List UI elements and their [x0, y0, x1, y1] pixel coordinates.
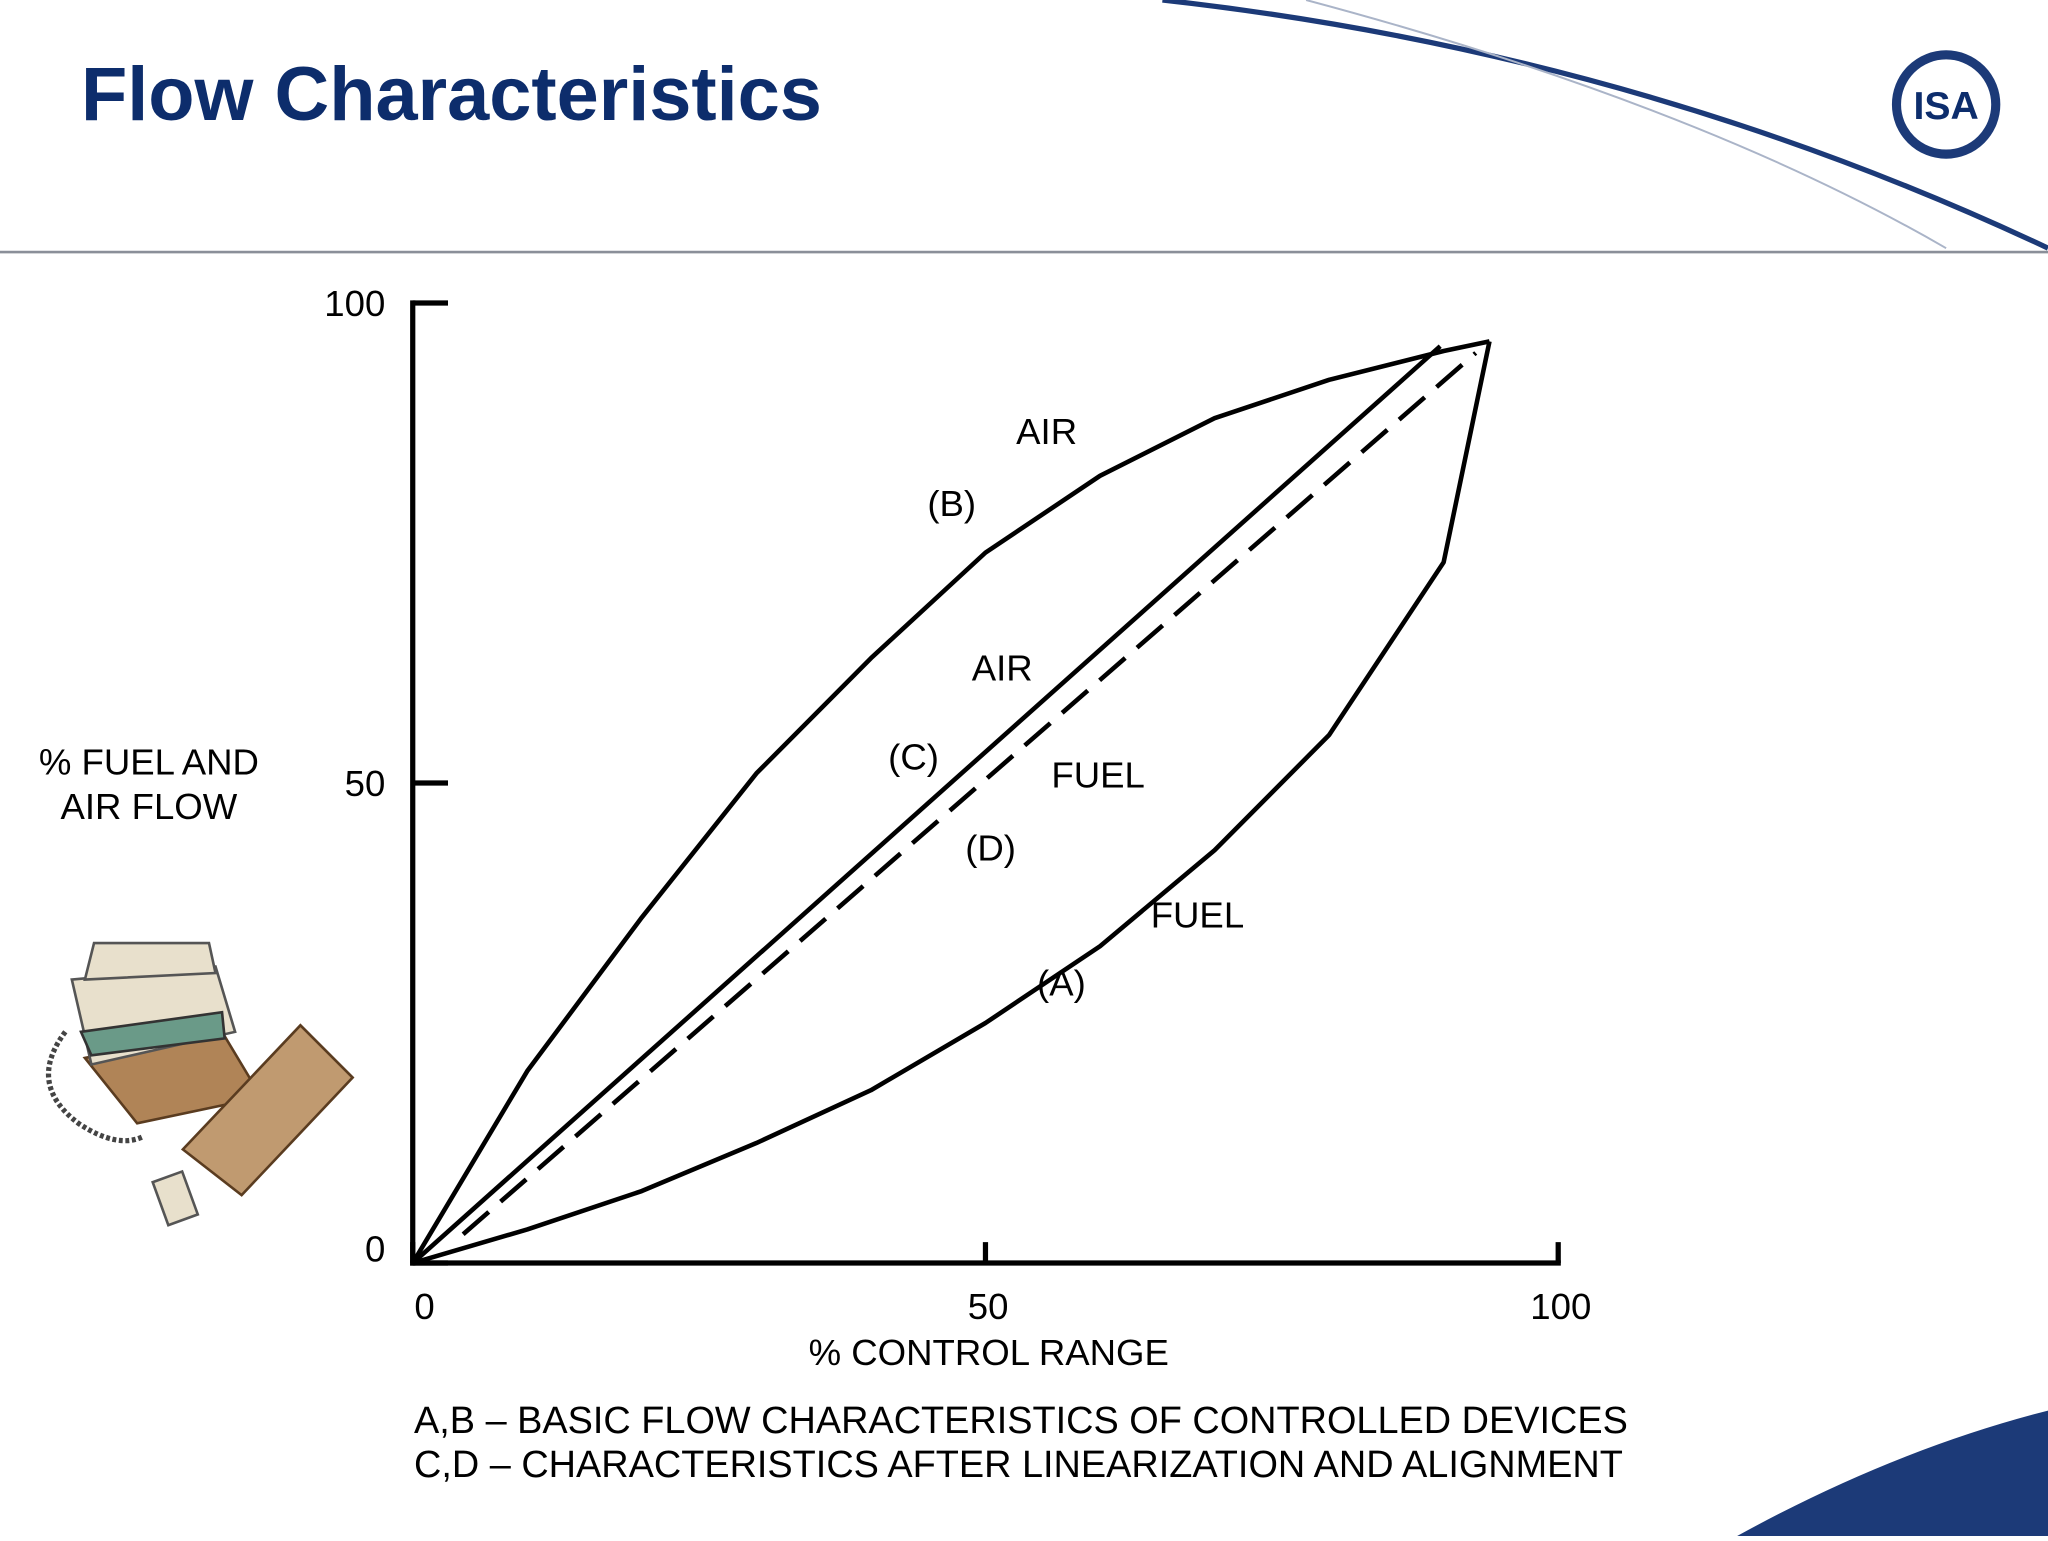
series-line [412, 340, 1492, 1266]
annotation: AIR [972, 647, 1033, 688]
annotation: AIR [1016, 411, 1077, 452]
annotation: FUEL [1151, 894, 1244, 935]
series-label: (C) [888, 736, 939, 777]
decor-swoosh [1305, 0, 1947, 250]
y-tick-label: 100 [324, 283, 385, 324]
y-axis-label: AIR FLOW [61, 786, 238, 827]
series-label: (B) [927, 483, 976, 524]
plot [410, 300, 1561, 1266]
annotation: FUEL [1051, 755, 1144, 796]
slide-title: Flow Characteristics [81, 52, 822, 137]
series-label: (D) [965, 828, 1016, 869]
x-tick-label: 100 [1530, 1286, 1591, 1327]
decor-swoosh [1162, 0, 2048, 251]
logo-text: ISA [1913, 85, 1978, 128]
series-line [410, 339, 1490, 1265]
logo-ring [1891, 50, 2001, 159]
x-tick-label: 50 [968, 1286, 1009, 1327]
y-tick-label: 0 [365, 1229, 385, 1270]
clip-art [45, 941, 355, 1227]
series-line [461, 351, 1478, 1236]
decor-corner [1737, 1410, 2048, 1536]
note: A,B – BASIC FLOW CHARACTERISTICS OF CONT… [414, 1400, 1628, 1442]
x-axis-label: % CONTROL RANGE [809, 1332, 1169, 1373]
y-axis-label: % FUEL AND [39, 742, 259, 783]
y-tick-label: 50 [345, 763, 386, 804]
note: C,D – CHARACTERISTICS AFTER LINEARIZATIO… [414, 1444, 1623, 1486]
x-tick-label: 0 [414, 1286, 434, 1327]
series-line [411, 344, 1442, 1265]
